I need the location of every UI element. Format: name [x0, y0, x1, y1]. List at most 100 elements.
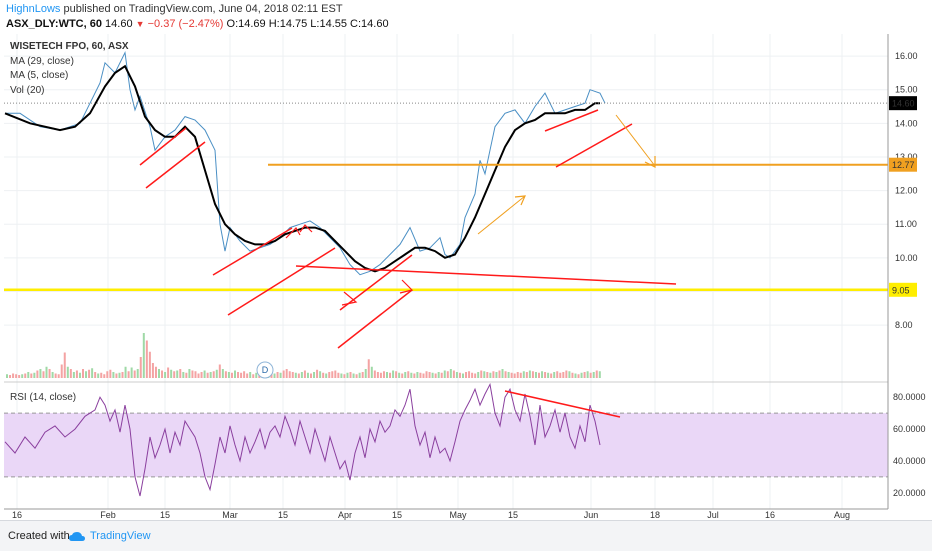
volume-bar [574, 373, 577, 378]
volume-bar [72, 372, 75, 378]
volume-bar [337, 372, 340, 378]
volume-bar [148, 351, 151, 378]
time-tick-label: Jun [584, 510, 599, 520]
trend-arrowhead [399, 279, 414, 294]
volume-bar [82, 369, 84, 378]
volume-bar [550, 373, 553, 378]
volume-bar [541, 371, 544, 378]
trend-line [145, 141, 206, 189]
tradingview-brand[interactable]: TradingView [90, 530, 151, 542]
projection-arrowhead [514, 195, 526, 206]
volume-bar [322, 372, 325, 378]
volume-bar [57, 374, 60, 378]
volume-bar [598, 371, 601, 378]
price-label-value: 12.77 [892, 160, 915, 170]
ohlc-values: O:14.69 H:14.75 L:14.55 C:14.60 [226, 18, 389, 30]
price-tick-label: 12.00 [895, 186, 918, 196]
price-chart[interactable]: 16 Feb 15 Mar 15 Apr 15 May 15 Jun 18 Jul 16 Aug 8.00 9… [0, 34, 932, 520]
volume-bar [176, 370, 179, 378]
volume-bar [145, 340, 148, 378]
volume-bar [407, 371, 410, 378]
price-change: −0.37 (−2.47%) [147, 18, 224, 30]
volume-bar [531, 371, 534, 378]
volume-bar [413, 373, 416, 378]
volume-bar [218, 364, 221, 378]
volume-bar [352, 373, 355, 378]
trend-line [139, 127, 187, 166]
rsi-divergence-line [504, 390, 621, 418]
volume-bar [191, 370, 194, 378]
price-tick-label: 13.00 [895, 152, 918, 162]
volume-bar [276, 372, 279, 378]
volume-bar [136, 369, 139, 378]
volume-bar [386, 372, 388, 378]
dividend-marker-icon[interactable] [256, 361, 274, 379]
trend-line [555, 123, 633, 168]
volume-bar [534, 372, 537, 378]
volume-bar [127, 371, 130, 378]
volume-bar [474, 373, 477, 378]
ma29-label[interactable]: MA (29, close) [10, 56, 74, 67]
volume-bar [562, 372, 565, 378]
volume-bar [42, 371, 45, 378]
volume-label[interactable]: Vol (20) [10, 85, 44, 96]
volume-bar [21, 374, 24, 378]
volume-bar [361, 372, 364, 378]
trend-arrowhead [341, 291, 358, 306]
symbol-line: ASX_DLY:WTC, 60 [6, 18, 102, 30]
volume-bar [364, 369, 367, 378]
volume-bar [27, 372, 30, 378]
volume-bar [553, 372, 556, 378]
volume-bar [556, 371, 559, 378]
volume-bar [285, 369, 288, 378]
symbol-header: ASX_DLY:WTC, 60 14.60 ▼ −0.37 (−2.47%) O… [6, 18, 389, 30]
volume-bar [215, 369, 218, 378]
volume-bar [45, 366, 48, 378]
trend-line [295, 265, 677, 285]
rsi-pane [4, 382, 888, 497]
volume-bar [389, 372, 392, 378]
volume-bar [425, 371, 428, 378]
volume-bar [234, 370, 236, 378]
volume-bar [100, 372, 103, 378]
volume-bar [525, 372, 528, 378]
volume-bar [224, 371, 227, 378]
volume-bar [577, 374, 580, 378]
volume-bar [124, 366, 127, 378]
ma5-label[interactable]: MA (5, close) [10, 70, 68, 81]
volume-bar [249, 372, 252, 378]
price-axis: 16 Feb 15 Mar 15 Apr 15 May 15 Jun 18 Jul 16 Aug 8.00 9… [12, 51, 926, 520]
volume-bar [206, 372, 209, 378]
volume-bar [404, 372, 407, 378]
volume-bar [471, 372, 474, 378]
time-tick-label: Mar [222, 510, 238, 520]
volume-bar [568, 371, 571, 378]
volume-bar [167, 367, 170, 378]
volume-bar [355, 374, 358, 378]
volume-bar [592, 372, 595, 378]
volume-bar [255, 372, 258, 378]
last-price: 14.60 [105, 18, 133, 30]
volume-bar [75, 370, 78, 378]
volume-bar [97, 373, 100, 378]
volume-bar [431, 372, 434, 378]
rsi-tick-label: 80.0000 [893, 392, 926, 402]
volume-bar [306, 372, 309, 378]
volume-bar [91, 368, 94, 378]
volume-bar [12, 373, 15, 378]
volume-bar [200, 372, 203, 378]
volume-bar [66, 366, 69, 378]
volume-bar [462, 373, 464, 378]
volume-bar [334, 370, 337, 378]
rsi-label[interactable]: RSI (14, close) [10, 392, 76, 403]
volume-bar [112, 372, 115, 378]
volume-bar [477, 372, 480, 378]
volume-bar [252, 374, 255, 378]
price-tick-label: 8.00 [895, 320, 913, 330]
volume-bar [376, 372, 379, 378]
volume-bar [51, 372, 54, 378]
volume-bar [221, 369, 224, 378]
volume-bar [586, 371, 589, 378]
author-name[interactable]: HighnLows [6, 3, 61, 15]
volume-bar [313, 372, 316, 378]
